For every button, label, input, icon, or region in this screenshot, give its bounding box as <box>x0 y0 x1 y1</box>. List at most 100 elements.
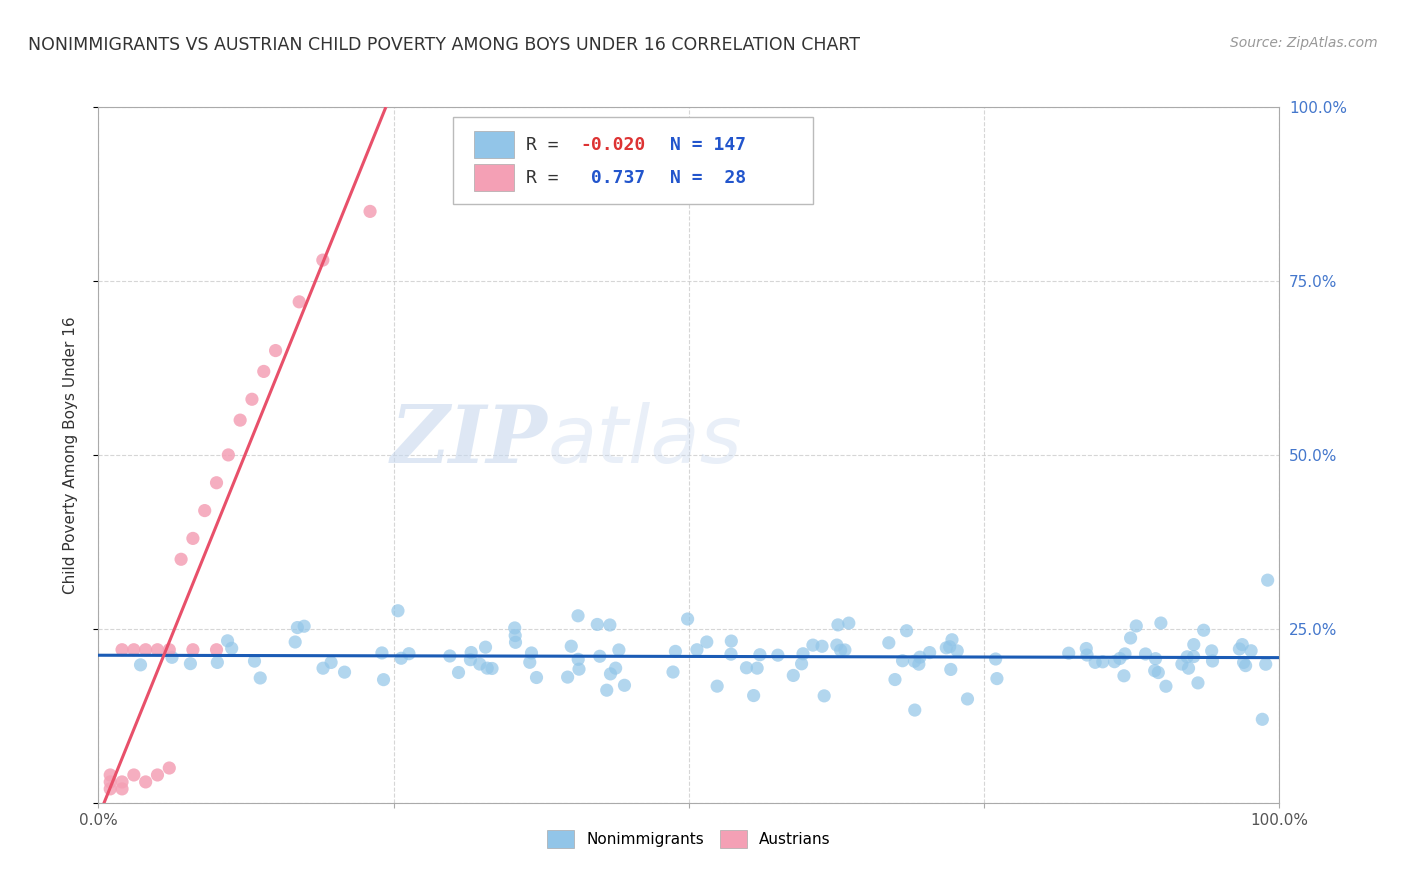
Point <box>1091 655 1114 669</box>
Point <box>111 775 134 789</box>
Point <box>908 650 931 665</box>
Point <box>505 635 527 649</box>
Point <box>1182 649 1205 664</box>
Point <box>1135 647 1157 661</box>
Point <box>229 413 252 427</box>
FancyBboxPatch shape <box>453 118 813 204</box>
Point <box>170 552 193 566</box>
Point <box>664 644 686 658</box>
Point <box>696 635 718 649</box>
Point <box>249 671 271 685</box>
Point <box>460 646 482 660</box>
Point <box>160 650 183 665</box>
Point <box>1201 644 1223 658</box>
Point <box>439 648 461 663</box>
Point <box>468 657 491 671</box>
FancyBboxPatch shape <box>474 131 515 158</box>
Point <box>122 642 145 657</box>
Point <box>98 768 121 782</box>
Point <box>217 448 239 462</box>
Point <box>98 775 121 789</box>
Point <box>1112 669 1135 683</box>
Point <box>1177 661 1199 675</box>
Point <box>605 661 627 675</box>
Point <box>217 633 239 648</box>
Point <box>567 652 589 666</box>
Point <box>398 647 420 661</box>
Point <box>1057 646 1080 660</box>
Point <box>519 656 541 670</box>
Point <box>181 642 204 657</box>
Point <box>607 643 630 657</box>
Point <box>1125 619 1147 633</box>
Point <box>503 629 526 643</box>
Point <box>877 636 900 650</box>
Point <box>146 768 169 782</box>
Point <box>460 653 482 667</box>
Point <box>287 621 309 635</box>
Point <box>1114 647 1136 661</box>
Point <box>447 665 470 680</box>
Point <box>735 661 758 675</box>
Point <box>1234 658 1257 673</box>
Point <box>157 642 180 657</box>
Text: R =: R = <box>526 136 569 153</box>
Point <box>98 781 121 796</box>
Point <box>939 663 962 677</box>
Point <box>111 642 134 657</box>
Point <box>676 612 699 626</box>
Point <box>333 665 356 680</box>
Point <box>1175 649 1198 664</box>
Point <box>253 364 276 378</box>
Point <box>984 652 1007 666</box>
Point <box>908 657 931 672</box>
Point <box>373 673 395 687</box>
Point <box>1108 651 1130 665</box>
Point <box>359 204 381 219</box>
Point <box>389 651 412 665</box>
Point <box>1076 648 1098 662</box>
Point <box>918 646 941 660</box>
Point <box>181 532 204 546</box>
Point <box>1154 679 1177 693</box>
Point <box>122 768 145 782</box>
Point <box>503 621 526 635</box>
Point <box>742 689 765 703</box>
Point <box>720 647 742 661</box>
Point <box>589 649 612 664</box>
Point <box>801 638 824 652</box>
Point <box>557 670 579 684</box>
Point <box>520 646 543 660</box>
Point <box>371 646 394 660</box>
Point <box>825 638 848 652</box>
Point <box>903 654 925 668</box>
Point <box>986 672 1008 686</box>
Point <box>288 294 311 309</box>
Point <box>1171 657 1194 672</box>
Point <box>319 656 342 670</box>
Y-axis label: Child Poverty Among Boys Under 16: Child Poverty Among Boys Under 16 <box>63 316 77 594</box>
Point <box>792 647 814 661</box>
Text: N =  28: N = 28 <box>671 169 747 187</box>
Point <box>157 761 180 775</box>
Point <box>720 634 742 648</box>
Point <box>179 657 201 671</box>
Point <box>292 619 315 633</box>
Point <box>586 617 609 632</box>
Point <box>146 642 169 657</box>
Point <box>599 618 621 632</box>
Point <box>221 641 243 656</box>
Point <box>135 775 157 789</box>
Point <box>904 703 927 717</box>
Point <box>1232 656 1254 670</box>
Point <box>1147 665 1170 680</box>
Point <box>884 673 907 687</box>
Text: N = 147: N = 147 <box>671 136 747 153</box>
Point <box>111 781 134 796</box>
Point <box>596 683 619 698</box>
Point <box>477 661 499 675</box>
Point <box>827 618 849 632</box>
Point <box>1144 651 1167 665</box>
Point <box>813 689 835 703</box>
Point <box>264 343 287 358</box>
